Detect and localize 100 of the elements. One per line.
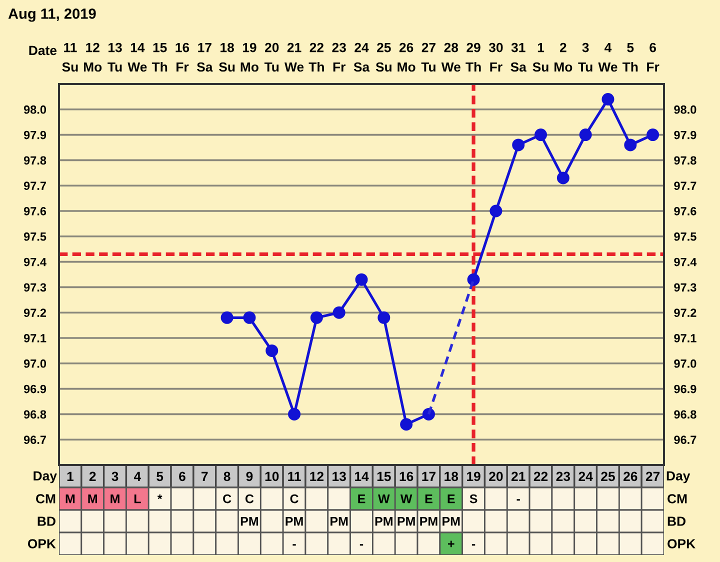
x-tick-label: 20 xyxy=(489,472,503,482)
category-label: CM xyxy=(668,494,687,504)
y-tick-label: 97.8 xyxy=(24,156,46,165)
point xyxy=(288,408,301,420)
x2-tick-label: 17 Sa xyxy=(196,42,213,72)
text: E xyxy=(358,494,366,504)
text: C xyxy=(223,494,232,504)
point xyxy=(624,138,637,152)
point xyxy=(579,128,592,142)
text: - xyxy=(292,544,296,546)
category-label: BD xyxy=(38,516,56,526)
x-tick-label: 14 xyxy=(354,472,369,481)
x2-axis-title: Date xyxy=(29,46,57,56)
x-tick-label: 11 xyxy=(288,472,301,481)
x-tick-label: 26 xyxy=(624,472,638,482)
x-tick-label: 15 xyxy=(377,472,391,482)
y2-tick-label: 97.5 xyxy=(674,232,696,241)
text: * xyxy=(157,494,162,500)
text: PM xyxy=(442,517,460,526)
x2-tick-label: 26 Mo xyxy=(398,42,416,72)
text: - xyxy=(360,544,364,546)
y-tick-label: 97.9 xyxy=(24,130,46,140)
x2-tick-label: 2 Mo xyxy=(554,42,572,72)
x2-tick-label: 23 Fr xyxy=(332,42,346,72)
text: PM xyxy=(375,517,392,526)
x2-tick-label: 4 We xyxy=(598,42,618,72)
text: M xyxy=(110,494,120,504)
y2-tick-label: 97.2 xyxy=(674,308,696,317)
x2-tick-label: 15 Th xyxy=(152,42,168,72)
x-tick-label: 21 xyxy=(511,472,526,481)
y2-tick-label: 97.4 xyxy=(674,258,697,266)
y2-tick-label: 97.6 xyxy=(674,207,696,216)
y-tick-label: 97.4 xyxy=(24,258,46,266)
y2-tick-label: 96.7 xyxy=(674,436,696,444)
x-tick-label: 2 xyxy=(89,472,96,481)
x2-tick-label: 12 Mo xyxy=(84,42,102,72)
point xyxy=(646,128,660,142)
text: M xyxy=(88,494,97,504)
x-tick-label: 13 xyxy=(332,472,346,482)
category-label: CM xyxy=(36,494,56,504)
y-tick-label: 96.8 xyxy=(24,410,46,419)
y2-tick-label: 97.0 xyxy=(674,359,696,368)
x-tick-label: 18 xyxy=(444,472,458,482)
text: C xyxy=(245,494,254,504)
point xyxy=(220,311,234,324)
text: E xyxy=(425,494,432,504)
x2-tick-label: 21 We xyxy=(284,42,304,72)
x2-tick-label: 13 Tu xyxy=(108,42,122,72)
text: PM xyxy=(240,517,258,526)
text: S xyxy=(470,494,478,504)
y2-tick-label: 96.9 xyxy=(674,384,696,394)
point xyxy=(332,306,346,319)
x2-tick-label: 27 Tu xyxy=(421,42,436,72)
x2-tick-label: 16 Fr xyxy=(176,42,190,72)
x-tick-label: 8 xyxy=(224,472,230,482)
x-tick-label: 7 xyxy=(202,472,208,481)
x-tick-label: 5 xyxy=(156,472,164,482)
x-tick-label: 25 xyxy=(601,472,615,482)
y2-tick-label: 97.8 xyxy=(674,156,696,165)
x2-tick-label: 30 Fr xyxy=(488,42,503,72)
chart-title: Aug 11, 2019 xyxy=(8,8,96,22)
point xyxy=(266,344,278,357)
x2-tick-label: 5 Th xyxy=(622,42,638,72)
category-label: OPK xyxy=(668,539,696,548)
y2-tick-label: 97.3 xyxy=(674,283,696,292)
point xyxy=(556,172,570,184)
y-tick-label: 97.6 xyxy=(24,207,46,216)
point xyxy=(355,273,368,286)
x2-tick-label: 18 Su xyxy=(219,42,235,72)
x-tick-label: 3 xyxy=(112,472,118,482)
text: L xyxy=(134,494,141,504)
x2-tick-label: 29 Th xyxy=(466,42,481,72)
category-label: BD xyxy=(668,516,686,526)
text: PM xyxy=(286,517,303,526)
y-tick-label: 96.7 xyxy=(24,436,46,444)
x-tick-label: 19 xyxy=(467,472,480,482)
y-tick-label: 98.0 xyxy=(24,105,46,114)
x-tick-label: 9 xyxy=(246,472,253,482)
y2-tick-label: 96.8 xyxy=(674,410,696,419)
y2-tick-label: 97.9 xyxy=(674,130,696,140)
text: M xyxy=(66,494,75,504)
text: W xyxy=(400,494,412,504)
x-tick-label: 24 xyxy=(578,472,593,481)
x-tick-label: 16 xyxy=(400,472,414,482)
x-tick-label: 12 xyxy=(310,472,324,481)
x-tick-label: 6 xyxy=(179,472,186,482)
y-tick-label: 97.1 xyxy=(24,334,46,342)
point xyxy=(534,128,548,142)
point xyxy=(512,138,525,152)
text: - xyxy=(516,499,520,501)
point xyxy=(490,204,502,218)
x-tick-label: 1 xyxy=(67,472,74,481)
x2-tick-label: 19 Mo xyxy=(240,42,258,72)
y-tick-label: 97.3 xyxy=(24,283,46,292)
y-tick-label: 97.7 xyxy=(24,182,46,190)
x2-tick-label: 14 We xyxy=(128,42,147,72)
x-tick-label: 22 xyxy=(534,472,548,481)
text: C xyxy=(290,494,298,504)
x2-tick-label: 24 Sa xyxy=(354,42,370,72)
point xyxy=(467,273,480,286)
